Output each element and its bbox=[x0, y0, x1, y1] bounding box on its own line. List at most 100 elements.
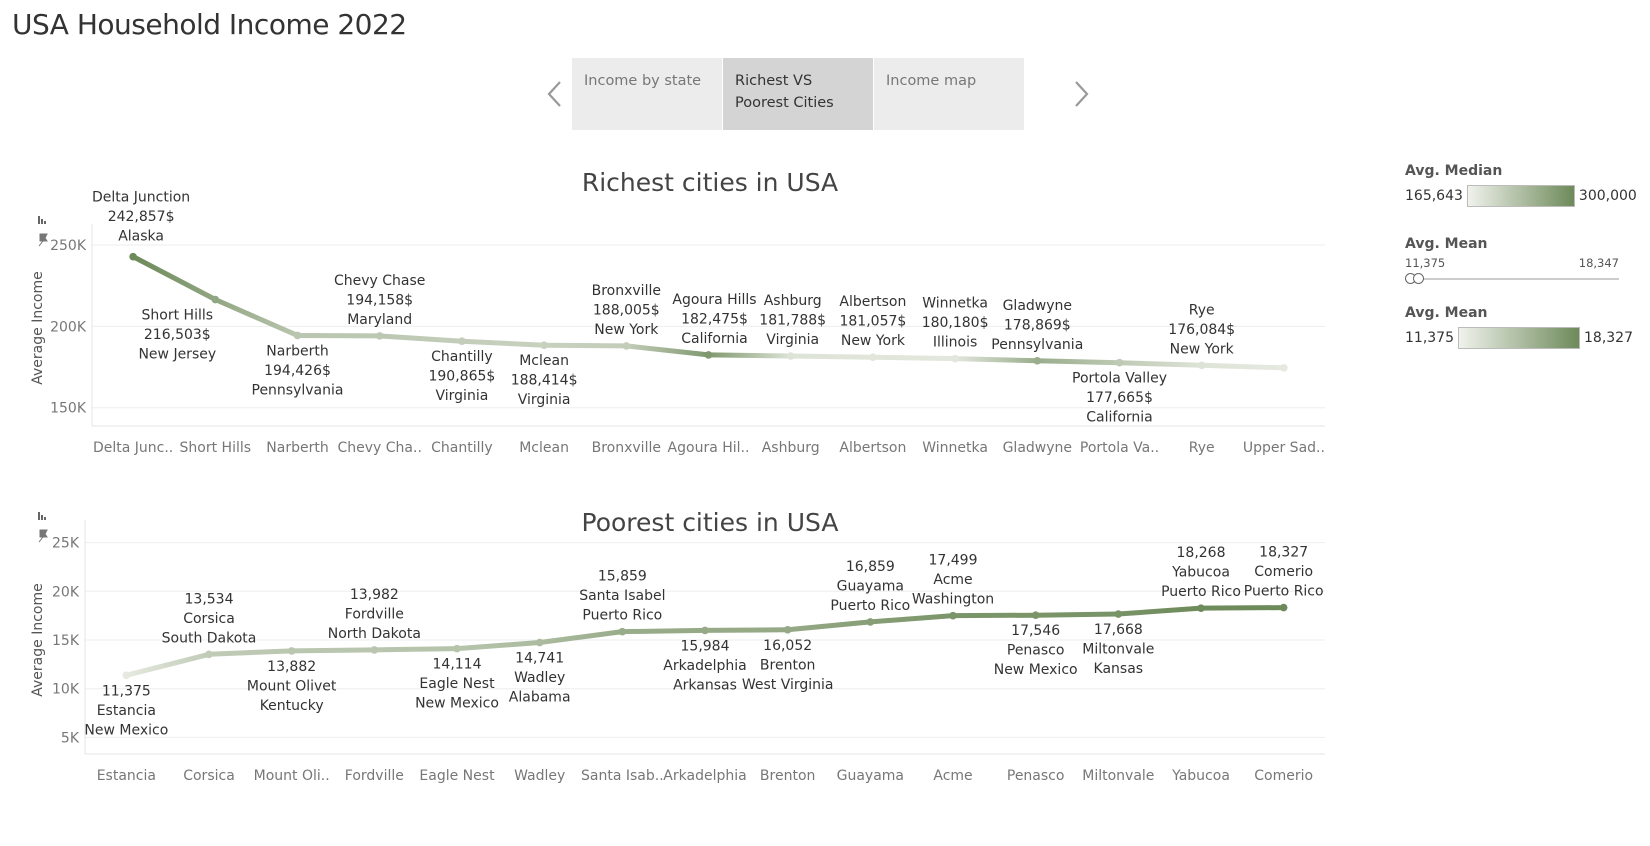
x-tick-label: Agoura Hil.. bbox=[668, 440, 750, 456]
data-label: Miltonvale bbox=[1082, 642, 1154, 658]
series-line-segment bbox=[1033, 611, 1121, 618]
data-label: Chantilly bbox=[431, 349, 493, 365]
x-tick-label: Gladwyne bbox=[1003, 440, 1072, 456]
data-label: Puerto Rico bbox=[1244, 584, 1324, 600]
data-point[interactable] bbox=[535, 638, 544, 647]
y-tick-label: 250K bbox=[50, 238, 87, 254]
data-label: Winnetka bbox=[922, 296, 988, 312]
data-point[interactable] bbox=[1031, 611, 1040, 620]
data-label: Virginia bbox=[766, 332, 819, 348]
data-point[interactable] bbox=[370, 646, 379, 654]
data-label: Maryland bbox=[347, 312, 412, 328]
prev-story-button[interactable] bbox=[542, 76, 568, 112]
legend-mean-min: 11,375 bbox=[1405, 330, 1454, 346]
data-point[interactable] bbox=[866, 618, 875, 626]
slider-track bbox=[1405, 278, 1619, 280]
x-tick-label: Chantilly bbox=[431, 440, 493, 456]
series-line-segment bbox=[371, 646, 460, 653]
legend-mean-color-ramp bbox=[1458, 327, 1580, 349]
pin-icon[interactable] bbox=[38, 233, 48, 247]
data-point[interactable] bbox=[786, 352, 795, 360]
data-point[interactable] bbox=[704, 351, 713, 359]
data-point[interactable] bbox=[205, 650, 213, 659]
x-tick-label: Chevy Cha.. bbox=[337, 440, 421, 456]
tab-income-map[interactable]: Income map bbox=[874, 58, 1024, 130]
series-line-segment bbox=[377, 333, 465, 344]
pin-icon[interactable] bbox=[38, 529, 48, 543]
data-point[interactable] bbox=[1114, 610, 1123, 618]
data-label: Eagle Nest bbox=[419, 676, 495, 692]
sort-icon[interactable] bbox=[38, 216, 46, 224]
series-line-segment bbox=[454, 640, 543, 652]
data-label: 17,668 bbox=[1094, 622, 1143, 638]
data-point[interactable] bbox=[129, 252, 137, 261]
slider-min-label: 11,375 bbox=[1405, 256, 1446, 270]
y-tick-label: 20K bbox=[52, 584, 80, 600]
data-label: Guayama bbox=[837, 578, 904, 594]
data-label: 181,788$ bbox=[759, 313, 826, 329]
data-point[interactable] bbox=[1280, 364, 1288, 372]
data-point[interactable] bbox=[618, 627, 627, 636]
data-point[interactable] bbox=[1197, 604, 1205, 612]
x-tick-label: Miltonvale bbox=[1082, 768, 1154, 784]
slider-handle-max[interactable] bbox=[1413, 273, 1424, 284]
data-point[interactable] bbox=[783, 625, 792, 634]
data-label: Alaska bbox=[118, 229, 164, 245]
data-point[interactable] bbox=[293, 331, 302, 340]
series-line-segment bbox=[788, 353, 876, 360]
data-point[interactable] bbox=[1115, 358, 1124, 367]
data-label: 178,869$ bbox=[1004, 317, 1071, 333]
slider-max-label: 18,347 bbox=[1578, 256, 1619, 270]
data-point[interactable] bbox=[453, 644, 461, 653]
x-tick-label: Narberth bbox=[266, 440, 328, 456]
mean-range-slider[interactable] bbox=[1405, 272, 1619, 286]
sort-icon[interactable] bbox=[38, 512, 46, 520]
x-tick-label: Arkadelphia bbox=[663, 768, 746, 784]
data-label: Washington bbox=[912, 592, 994, 608]
tab-income-by-state[interactable]: Income by state bbox=[572, 58, 722, 130]
chevron-right-icon bbox=[1075, 81, 1089, 107]
x-tick-label: Fordville bbox=[345, 768, 404, 784]
data-point[interactable] bbox=[211, 295, 220, 304]
data-label: 13,982 bbox=[350, 587, 399, 603]
data-label: Mount Olivet bbox=[247, 678, 337, 694]
data-label: 216,503$ bbox=[144, 327, 211, 343]
data-label: Chevy Chase bbox=[334, 273, 425, 289]
data-label: Comerio bbox=[1254, 564, 1313, 580]
data-label: 176,084$ bbox=[1168, 322, 1235, 338]
tab-richest-vs-poorest[interactable]: Richest VS Poorest Cities bbox=[723, 58, 873, 130]
data-label: 188,414$ bbox=[511, 373, 578, 389]
data-point[interactable] bbox=[540, 341, 548, 350]
data-point[interactable] bbox=[122, 671, 131, 680]
data-point[interactable] bbox=[1197, 361, 1206, 370]
data-point[interactable] bbox=[869, 353, 877, 361]
data-label: New Jersey bbox=[138, 347, 216, 363]
x-tick-label: Corsica bbox=[183, 768, 235, 784]
data-point[interactable] bbox=[622, 342, 631, 350]
data-label: Ashburg bbox=[764, 293, 822, 309]
data-label: Brenton bbox=[760, 657, 815, 673]
y-tick-label: 15K bbox=[52, 633, 80, 649]
series-line-segment bbox=[541, 342, 629, 349]
richest-chart-title: Richest cities in USA bbox=[581, 168, 839, 197]
data-label: 180,180$ bbox=[922, 315, 989, 331]
data-point[interactable] bbox=[701, 626, 709, 635]
series-line-segment bbox=[212, 297, 300, 338]
data-label: Fordville bbox=[345, 606, 404, 622]
data-point[interactable] bbox=[458, 337, 466, 346]
data-point[interactable] bbox=[951, 354, 959, 363]
data-point[interactable] bbox=[1033, 356, 1042, 365]
data-label: Gladwyne bbox=[1003, 298, 1072, 314]
legend-median-max: 300,000 bbox=[1578, 188, 1637, 204]
data-point[interactable] bbox=[949, 611, 957, 620]
y-tick-label: 25K bbox=[52, 536, 80, 552]
next-story-button[interactable] bbox=[1068, 76, 1094, 112]
x-tick-label: Mclean bbox=[519, 440, 569, 456]
legend-mean-max: 18,327 bbox=[1584, 330, 1633, 346]
series-line-segment bbox=[706, 352, 794, 359]
data-point[interactable] bbox=[375, 332, 384, 340]
x-tick-label: Acme bbox=[933, 768, 972, 784]
data-point[interactable] bbox=[287, 647, 296, 655]
series-line-segment bbox=[1198, 605, 1287, 611]
data-point[interactable] bbox=[1279, 603, 1288, 612]
